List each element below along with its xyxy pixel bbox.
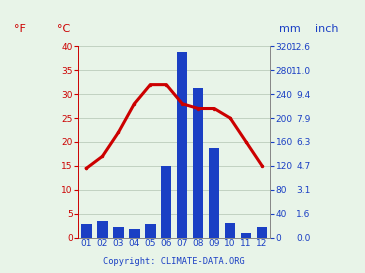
Bar	[129, 229, 139, 238]
Text: °C: °C	[57, 24, 70, 34]
Bar	[193, 88, 203, 238]
Bar	[209, 148, 219, 238]
Bar	[257, 227, 267, 238]
Bar	[97, 221, 108, 238]
Bar	[113, 227, 124, 238]
Text: °F: °F	[14, 24, 26, 34]
Bar	[145, 224, 155, 238]
Bar	[225, 222, 235, 238]
Text: mm: mm	[279, 24, 301, 34]
Bar	[161, 166, 172, 238]
Bar	[241, 233, 251, 238]
Bar	[177, 52, 188, 238]
Bar	[81, 224, 92, 238]
Text: inch: inch	[315, 24, 338, 34]
Text: Copyright: CLIMATE-DATA.ORG: Copyright: CLIMATE-DATA.ORG	[103, 257, 245, 266]
